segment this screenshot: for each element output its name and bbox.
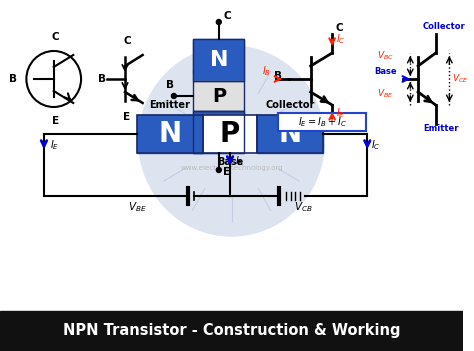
Text: $V_{BE}$: $V_{BE}$	[128, 200, 146, 214]
Bar	[193, 39, 244, 81]
Text: N: N	[279, 120, 301, 148]
Text: Emitter: Emitter	[149, 100, 191, 110]
Text: P: P	[220, 120, 240, 148]
Text: C: C	[123, 36, 131, 46]
Text: B: B	[166, 80, 174, 90]
Bar	[278, 113, 366, 131]
Text: $I_E$: $I_E$	[336, 106, 345, 120]
Text: Collector: Collector	[423, 22, 466, 31]
Bar	[193, 81, 244, 111]
Text: C: C	[224, 11, 231, 21]
Text: NPN Transistor - Construction & Working: NPN Transistor - Construction & Working	[63, 324, 400, 338]
Text: Base: Base	[374, 67, 397, 76]
Text: E: E	[52, 116, 59, 126]
Bar	[137, 115, 203, 153]
Circle shape	[216, 167, 221, 172]
Text: N: N	[210, 50, 228, 70]
Circle shape	[139, 46, 324, 236]
Bar	[193, 81, 244, 111]
Bar	[257, 115, 323, 153]
Bar	[257, 115, 323, 153]
Text: $V_{BE}$: $V_{BE}$	[377, 88, 393, 100]
Text: $I_E = I_B + I_C$: $I_E = I_B + I_C$	[298, 115, 347, 129]
Text: C: C	[52, 32, 60, 42]
Text: E: E	[335, 121, 342, 131]
Text: $V_{BC}$: $V_{BC}$	[377, 50, 394, 62]
Text: $I_C$: $I_C$	[371, 138, 381, 152]
Bar	[193, 111, 244, 153]
Text: N: N	[210, 122, 228, 142]
Text: $V_{CE}$: $V_{CE}$	[452, 73, 469, 85]
Text: B: B	[98, 74, 106, 84]
Text: P: P	[212, 86, 226, 106]
Text: Base: Base	[217, 157, 243, 167]
Text: B: B	[9, 74, 17, 84]
Bar	[203, 115, 257, 153]
Text: Emitter: Emitter	[423, 124, 458, 133]
Text: $I_B$: $I_B$	[262, 64, 271, 78]
Bar	[193, 39, 244, 81]
Text: $I_C$: $I_C$	[336, 32, 346, 46]
Text: B: B	[274, 71, 283, 81]
Text: E: E	[223, 167, 230, 177]
Text: $I_B$: $I_B$	[235, 154, 244, 168]
Text: www.electricaltechnology.org: www.electricaltechnology.org	[180, 165, 283, 171]
Bar	[137, 115, 203, 153]
Text: Collector: Collector	[265, 100, 315, 110]
Circle shape	[172, 93, 176, 99]
Bar	[203, 115, 257, 153]
Circle shape	[216, 20, 221, 25]
Text: $I_E$: $I_E$	[50, 138, 59, 152]
Bar	[0, 311, 463, 351]
Text: N: N	[158, 120, 182, 148]
Bar	[193, 111, 244, 153]
Text: E: E	[123, 112, 130, 122]
Text: C: C	[335, 23, 343, 33]
Text: $V_{CB}$: $V_{CB}$	[294, 200, 313, 214]
